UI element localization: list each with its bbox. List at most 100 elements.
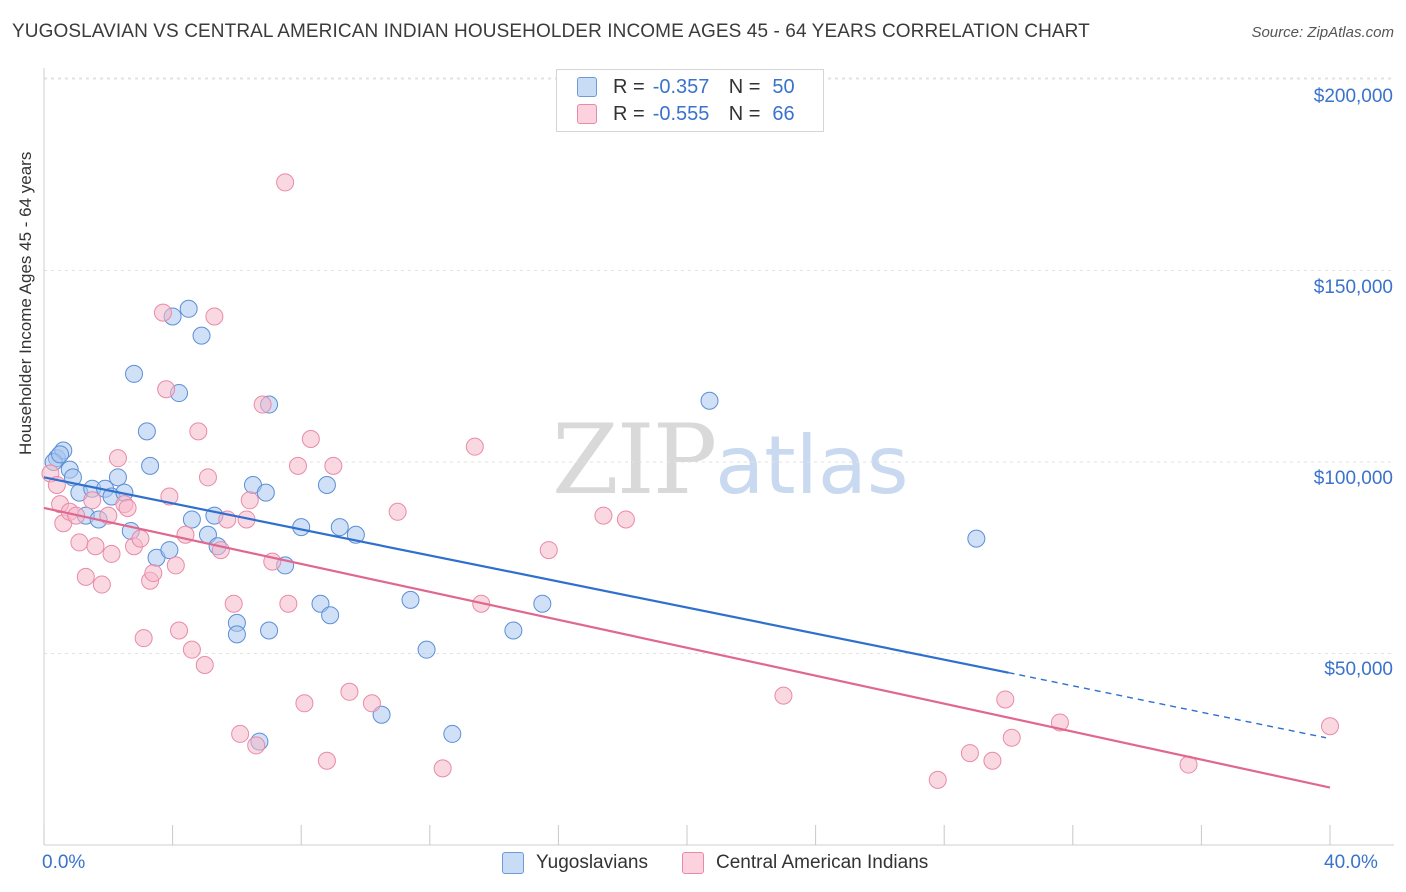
point-central-american-indians — [301, 430, 320, 449]
n-value: 66 — [772, 102, 795, 125]
stats-legend-row-central-american-indians: R = -0.555 N = 66 — [577, 101, 795, 127]
y-tick-label-100000: $100,000 — [1313, 468, 1393, 489]
point-central-american-indians — [594, 506, 613, 525]
point-yugoslavians — [182, 510, 201, 529]
legend-label-central-american-indians: Central American Indians — [716, 852, 929, 873]
r-label: R = — [613, 75, 645, 98]
point-central-american-indians — [134, 629, 153, 648]
y-tick-label-200000: $200,000 — [1313, 86, 1393, 107]
point-yugoslavians — [401, 590, 420, 609]
point-central-american-indians — [616, 510, 635, 529]
legend-item-yugoslavians: Yugoslavians — [502, 852, 648, 874]
point-central-american-indians — [131, 529, 150, 548]
point-central-american-indians — [295, 694, 314, 713]
point-central-american-indians — [170, 621, 189, 640]
point-central-american-indians — [253, 395, 272, 414]
legend-swatch-yugoslavians — [502, 852, 524, 874]
watermark: ZIPatlas — [552, 404, 909, 516]
point-central-american-indians — [247, 736, 266, 755]
source-label: Source: ZipAtlas.com — [1251, 24, 1394, 41]
stats-legend-row-yugoslavians: R = -0.357 N = 50 — [577, 74, 795, 100]
point-central-american-indians — [983, 751, 1002, 770]
point-central-american-indians — [198, 468, 217, 487]
x-tick-label-min: 0.0% — [42, 852, 86, 873]
y-tick-label-50000: $50,000 — [1324, 659, 1393, 680]
point-yugoslavians — [160, 541, 179, 560]
point-central-american-indians — [996, 690, 1015, 709]
point-central-american-indians — [1002, 728, 1021, 747]
point-yugoslavians — [311, 594, 330, 613]
point-central-american-indians — [157, 380, 176, 399]
y-tick-label-150000: $150,000 — [1313, 277, 1393, 298]
point-central-american-indians — [774, 686, 793, 705]
series-legend: Yugoslavians Central American Indians — [0, 852, 1406, 876]
y-axis-label: Householder Income Ages 45 - 64 years — [16, 151, 35, 455]
n-value: 50 — [772, 75, 795, 98]
point-yugoslavians — [504, 621, 523, 640]
point-yugoslavians — [533, 594, 552, 613]
point-central-american-indians — [92, 575, 111, 594]
point-yugoslavians — [967, 529, 986, 548]
point-central-american-indians — [166, 556, 185, 575]
point-central-american-indians — [118, 498, 137, 517]
point-central-american-indians — [205, 307, 224, 326]
legend-swatch-central-american-indians — [682, 852, 704, 874]
trend-line-central-american-indians — [43, 506, 1331, 789]
point-central-american-indians — [86, 537, 105, 556]
point-yugoslavians — [256, 483, 275, 502]
point-yugoslavians — [700, 391, 719, 410]
point-central-american-indians — [182, 640, 201, 659]
point-yugoslavians — [141, 456, 160, 475]
point-central-american-indians — [340, 682, 359, 701]
swatch-central-american-indians — [577, 104, 597, 124]
n-label: N = — [728, 75, 761, 98]
point-central-american-indians — [83, 491, 102, 510]
point-central-american-indians — [99, 506, 118, 525]
point-central-american-indians — [317, 751, 336, 770]
x-tick-label-max: 40.0% — [1324, 852, 1378, 873]
chart-title: YUGOSLAVIAN VS CENTRAL AMERICAN INDIAN H… — [12, 21, 1090, 42]
point-central-american-indians — [388, 502, 407, 521]
point-central-american-indians — [288, 456, 307, 475]
point-yugoslavians — [417, 640, 436, 659]
point-central-american-indians — [102, 544, 121, 563]
point-central-american-indians — [224, 594, 243, 613]
point-yugoslavians — [125, 364, 144, 383]
r-label: R = — [613, 102, 645, 125]
point-central-american-indians — [195, 655, 214, 674]
point-yugoslavians — [321, 606, 340, 625]
point-central-american-indians — [108, 449, 127, 468]
point-central-american-indians — [1321, 717, 1339, 736]
point-yugoslavians — [443, 724, 462, 743]
point-yugoslavians — [108, 468, 127, 487]
point-central-american-indians — [160, 487, 179, 506]
point-central-american-indians — [960, 744, 979, 763]
legend-label-yugoslavians: Yugoslavians — [536, 852, 648, 873]
point-yugoslavians — [192, 326, 211, 345]
point-yugoslavians — [137, 422, 156, 441]
point-central-american-indians — [324, 456, 343, 475]
point-central-american-indians — [465, 437, 484, 456]
stats-legend: R = -0.357 N = 50 R = -0.555 N = 66 — [556, 69, 824, 132]
trend-line-yugoslavians — [43, 476, 1009, 674]
point-central-american-indians — [928, 770, 947, 789]
watermark-zip: ZIP — [552, 404, 717, 516]
watermark-atlas: atlas — [715, 419, 909, 512]
legend-item-central-american-indians: Central American Indians — [682, 852, 928, 874]
point-yugoslavians — [372, 705, 391, 724]
point-yugoslavians — [51, 445, 70, 464]
point-central-american-indians — [276, 173, 295, 192]
point-central-american-indians — [362, 694, 381, 713]
point-central-american-indians — [1050, 713, 1069, 732]
point-central-american-indians — [189, 422, 208, 441]
r-value: -0.357 — [652, 75, 710, 98]
point-central-american-indians — [279, 594, 298, 613]
point-yugoslavians — [227, 625, 246, 644]
point-yugoslavians — [317, 475, 336, 494]
point-central-american-indians — [76, 567, 95, 586]
n-label: N = — [728, 102, 761, 125]
swatch-yugoslavians — [577, 77, 597, 97]
point-central-american-indians — [433, 759, 452, 778]
point-yugoslavians — [260, 621, 279, 640]
